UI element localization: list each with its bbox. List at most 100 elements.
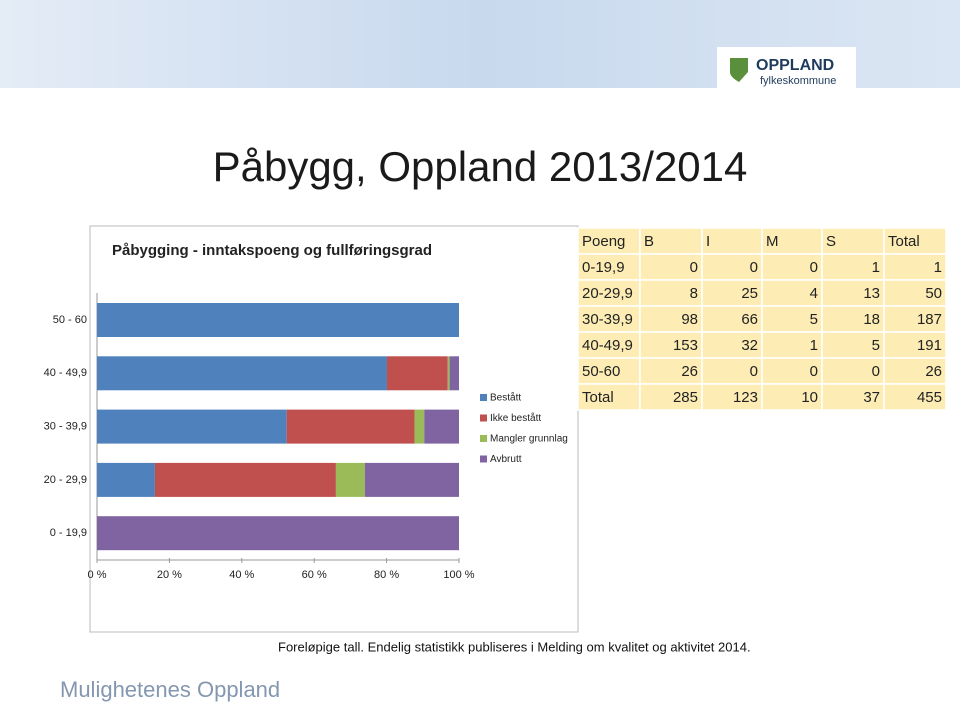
table-cell bbox=[883, 305, 947, 333]
table-value: 0 bbox=[810, 259, 818, 276]
table-header: I bbox=[706, 233, 710, 250]
y-tick-label: 20 - 29,9 bbox=[44, 474, 87, 486]
x-tick-label: 40 % bbox=[229, 569, 254, 581]
table-value: 26 bbox=[925, 363, 942, 380]
table-cell bbox=[821, 279, 885, 307]
x-tick-label: 20 % bbox=[157, 569, 182, 581]
table-cell bbox=[701, 227, 763, 255]
table-value: 153 bbox=[673, 337, 698, 354]
x-tick-label: 60 % bbox=[302, 569, 327, 581]
table-cell bbox=[639, 253, 703, 281]
table-value: 10 bbox=[801, 389, 818, 406]
legend-label: Mangler grunnlag bbox=[490, 434, 568, 445]
table-value: 0 bbox=[810, 363, 818, 380]
logo-sub: fylkeskommune bbox=[760, 75, 836, 87]
bar-segment bbox=[447, 356, 450, 391]
table-value: 123 bbox=[733, 389, 758, 406]
footer: Mulighetenes Oppland bbox=[60, 677, 280, 702]
bar-segment bbox=[97, 462, 155, 497]
bar-segment bbox=[97, 356, 387, 391]
table-value: 0 bbox=[750, 363, 758, 380]
bar-segment bbox=[335, 462, 365, 497]
logo-icon bbox=[730, 58, 748, 82]
table-value: 1 bbox=[810, 337, 818, 354]
table-cell bbox=[701, 383, 763, 411]
table-cell bbox=[761, 253, 823, 281]
table-cell bbox=[701, 357, 763, 385]
table-header: Poeng bbox=[582, 233, 625, 250]
bar-segment bbox=[386, 356, 448, 391]
table-cell bbox=[701, 305, 763, 333]
legend-swatch bbox=[480, 394, 487, 401]
x-tick-label: 100 % bbox=[443, 569, 474, 581]
table-header: M bbox=[766, 233, 779, 250]
table-value: 191 bbox=[917, 337, 942, 354]
table-cell bbox=[701, 331, 763, 359]
bar-segment bbox=[154, 462, 336, 497]
table-value: 32 bbox=[741, 337, 758, 354]
bar-segment bbox=[414, 409, 425, 444]
table-value: 40-49,9 bbox=[582, 337, 633, 354]
table-value: 20-29,9 bbox=[582, 285, 633, 302]
legend-swatch bbox=[480, 435, 487, 442]
bar-segment bbox=[449, 356, 459, 391]
bar-segment bbox=[97, 303, 459, 337]
slide-title: Påbygg, Oppland 2013/2014 bbox=[213, 143, 748, 190]
bar-segment bbox=[97, 409, 287, 444]
bar-segment bbox=[97, 516, 459, 551]
table-value: 4 bbox=[810, 285, 818, 302]
table-value: 5 bbox=[872, 337, 880, 354]
table-value: 66 bbox=[741, 311, 758, 328]
table-value: 1 bbox=[872, 259, 880, 276]
y-tick-label: 0 - 19,9 bbox=[50, 527, 87, 539]
table-cell bbox=[883, 383, 947, 411]
table-cell bbox=[639, 227, 703, 255]
table-cell bbox=[577, 383, 641, 411]
y-tick-label: 40 - 49,9 bbox=[44, 367, 87, 379]
y-tick-label: 50 - 60 bbox=[53, 314, 87, 326]
table-value: Total bbox=[582, 389, 614, 406]
table-value: 30-39,9 bbox=[582, 311, 633, 328]
footnote: Foreløpige tall. Endelig statistikk publ… bbox=[278, 639, 751, 654]
table-cell bbox=[821, 253, 885, 281]
table-value: 285 bbox=[673, 389, 698, 406]
bar-segment bbox=[424, 409, 459, 444]
table-value: 25 bbox=[741, 285, 758, 302]
table-cell bbox=[883, 357, 947, 385]
table-header: B bbox=[644, 233, 654, 250]
bar-segment bbox=[286, 409, 415, 444]
table-cell bbox=[577, 227, 641, 255]
table-header: S bbox=[826, 233, 836, 250]
table-value: 18 bbox=[863, 311, 880, 328]
y-tick-label: 30 - 39,9 bbox=[44, 421, 87, 433]
logo-name: OPPLAND bbox=[756, 57, 834, 74]
table-value: 8 bbox=[690, 285, 698, 302]
table-cell bbox=[883, 279, 947, 307]
bar-segment bbox=[364, 462, 459, 497]
table-cell bbox=[821, 227, 885, 255]
table-cell bbox=[761, 331, 823, 359]
legend-label: Ikke bestått bbox=[490, 412, 541, 424]
legend-label: Avbrutt bbox=[490, 454, 522, 465]
table-value: 0 bbox=[690, 259, 698, 276]
table-value: 50 bbox=[925, 285, 942, 302]
table-value: 0-19,9 bbox=[582, 259, 625, 276]
table-value: 0 bbox=[750, 259, 758, 276]
legend-swatch bbox=[480, 455, 487, 463]
table-value: 26 bbox=[681, 363, 698, 380]
table-value: 50-60 bbox=[582, 363, 620, 380]
table-cell bbox=[639, 383, 703, 411]
x-tick-label: 0 % bbox=[88, 569, 107, 581]
table-value: 5 bbox=[810, 311, 818, 328]
legend-swatch bbox=[480, 414, 487, 422]
table-value: 1 bbox=[934, 259, 942, 276]
x-tick-label: 80 % bbox=[374, 569, 399, 581]
table-cell bbox=[761, 357, 823, 385]
legend-label: Bestått bbox=[490, 392, 521, 404]
table-value: 0 bbox=[872, 363, 880, 380]
table-value: 37 bbox=[863, 389, 880, 406]
table-value: 13 bbox=[863, 285, 880, 302]
table-header: Total bbox=[888, 233, 920, 250]
